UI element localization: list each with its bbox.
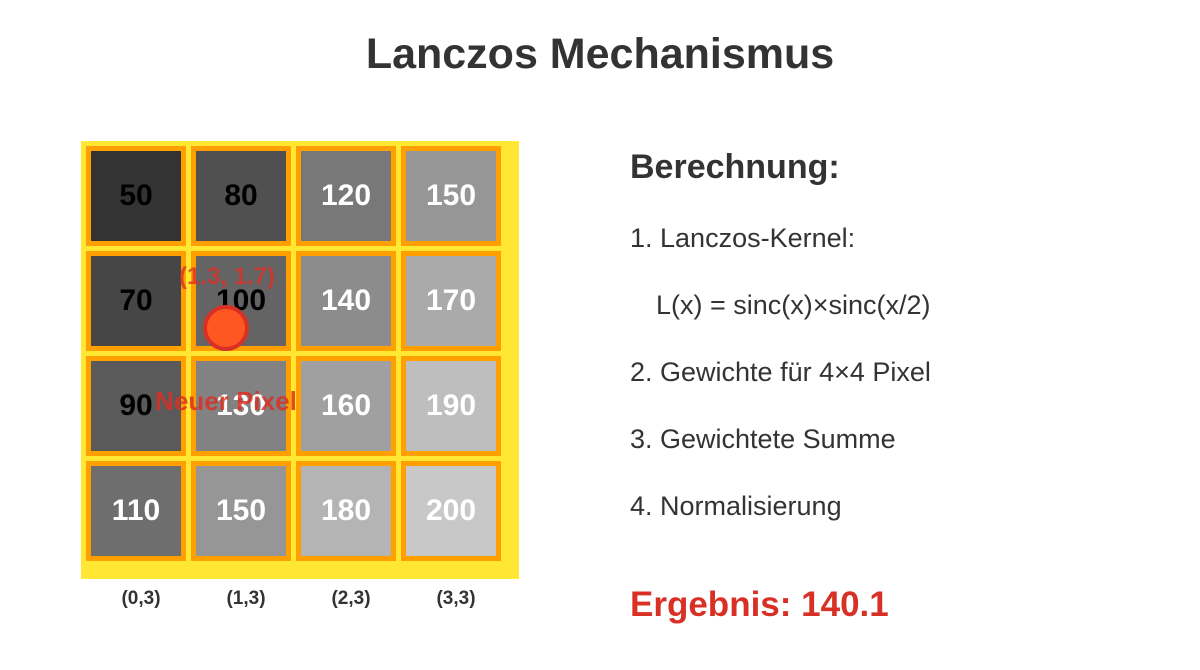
pixel-value: 100 — [215, 284, 267, 317]
pixel-cell-2-0: 90 — [86, 356, 186, 456]
pixel-value: 150 — [425, 179, 477, 212]
pixel-value: 200 — [425, 494, 477, 527]
pixel-cell-3-2: 180 — [296, 461, 396, 561]
pixel-value: 190 — [425, 389, 477, 422]
pixel-cell-2-1: 130 — [191, 356, 291, 456]
pixel-value: 70 — [119, 284, 153, 317]
step-item: 3. Gewichtete Summe — [630, 424, 896, 454]
pixel-cell-1-2: 140 — [296, 251, 396, 351]
pixel-cell-1-3: 170 — [401, 251, 501, 351]
pixel-value: 140 — [320, 284, 372, 317]
pixel-cell-3-0: 110 — [86, 461, 186, 561]
pixel-value: 80 — [224, 179, 258, 212]
pixel-value: 110 — [111, 494, 161, 527]
pixel-value: 160 — [320, 389, 372, 422]
pixel-grid: 50 80 120 150 70 100 140 170 90 130 160 … — [81, 141, 519, 579]
pixel-value: 90 — [119, 389, 153, 422]
pixel-value: 150 — [215, 494, 267, 527]
step-item: 1. Lanczos-Kernel: — [630, 223, 856, 253]
pixel-cell-0-2: 120 — [296, 146, 396, 246]
pixel-value: 180 — [320, 494, 372, 527]
pixel-cell-1-1: 100 — [191, 251, 291, 351]
result-value: Ergebnis: 140.1 — [630, 585, 889, 624]
column-coord-label: (3,3) — [436, 588, 476, 609]
column-coord-label: (1,3) — [226, 588, 266, 609]
column-coord-label: (0,3) — [121, 588, 161, 609]
pixel-cell-2-3: 190 — [401, 356, 501, 456]
pixel-value: 50 — [119, 179, 153, 212]
pixel-cell-2-2: 160 — [296, 356, 396, 456]
pixel-cell-3-1: 150 — [191, 461, 291, 561]
step-item: 2. Gewichte für 4×4 Pixel — [630, 357, 931, 387]
pixel-value: 120 — [320, 179, 372, 212]
pixel-cell-0-1: 80 — [191, 146, 291, 246]
pixel-value: 170 — [425, 284, 477, 317]
pixel-cell-1-0: 70 — [86, 251, 186, 351]
column-coord-label: (2,3) — [331, 588, 371, 609]
step-item: 4. Normalisierung — [630, 491, 842, 521]
pixel-cell-3-3: 200 — [401, 461, 501, 561]
kernel-formula: L(x) = sinc(x)×sinc(x/2) — [656, 290, 931, 320]
pixel-value: 130 — [215, 389, 267, 422]
calculation-heading: Berechnung: — [630, 148, 840, 186]
pixel-cell-0-0: 50 — [86, 146, 186, 246]
page-title: Lanczos Mechanismus — [365, 30, 835, 78]
pixel-cell-0-3: 150 — [401, 146, 501, 246]
